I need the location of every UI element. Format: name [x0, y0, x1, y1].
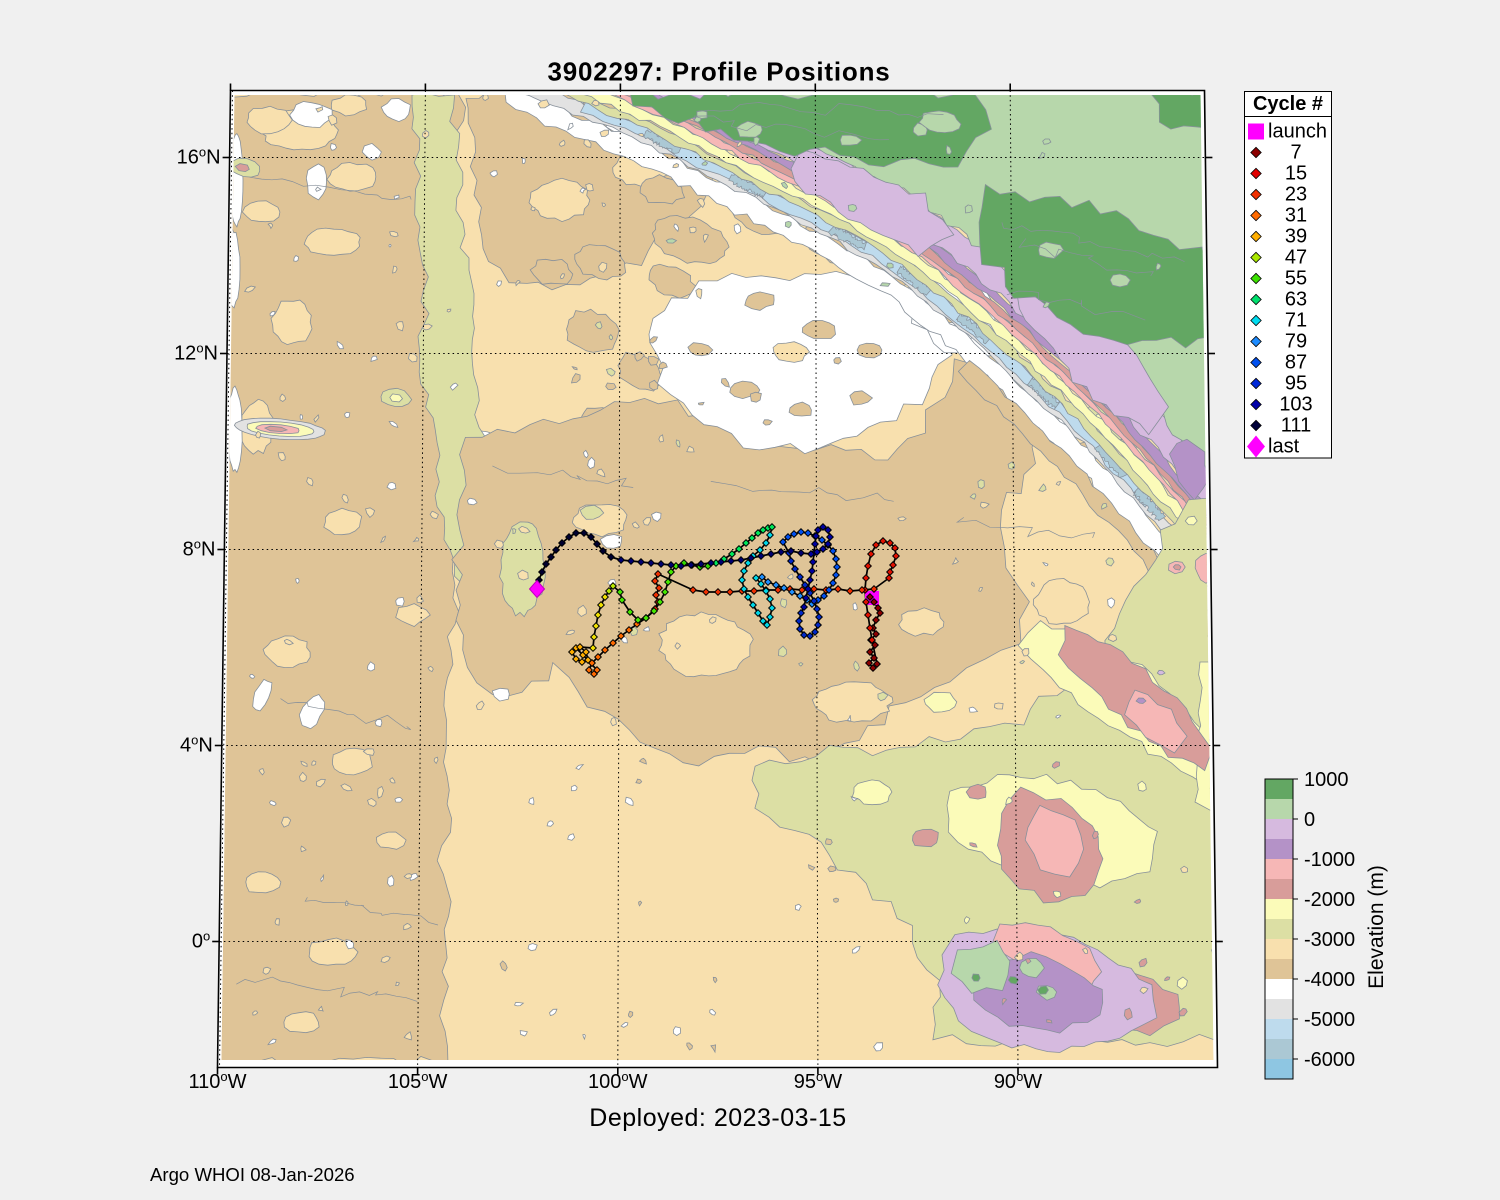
svg-text:-4000: -4000	[1304, 969, 1355, 991]
svg-text:Deployed: 2023-03-15: Deployed: 2023-03-15	[589, 1104, 846, 1132]
svg-text:47: 47	[1285, 247, 1307, 269]
svg-text:110oW: 110oW	[188, 1069, 246, 1093]
svg-text:-5000: -5000	[1304, 1009, 1355, 1031]
svg-text:-1000: -1000	[1304, 849, 1355, 871]
svg-text:15: 15	[1285, 163, 1307, 185]
svg-text:Elevation (m): Elevation (m)	[1365, 865, 1388, 989]
svg-text:79: 79	[1285, 331, 1307, 353]
svg-text:90oW: 90oW	[994, 1069, 1042, 1093]
svg-text:111: 111	[1281, 415, 1311, 437]
svg-text:63: 63	[1285, 289, 1307, 311]
svg-text:100oW: 100oW	[588, 1069, 648, 1093]
svg-text:3902297: Profile Positions: 3902297: Profile Positions	[547, 57, 890, 87]
svg-text:-3000: -3000	[1304, 929, 1355, 951]
svg-text:Cycle #: Cycle #	[1253, 93, 1323, 115]
svg-text:Argo WHOI 08-Jan-2026: Argo WHOI 08-Jan-2026	[150, 1164, 355, 1185]
svg-text:-6000: -6000	[1304, 1049, 1355, 1071]
svg-text:7: 7	[1290, 142, 1301, 164]
svg-text:4oN: 4oN	[180, 733, 213, 757]
svg-text:16oN: 16oN	[177, 145, 221, 169]
svg-text:-2000: -2000	[1304, 889, 1355, 911]
svg-text:103: 103	[1279, 394, 1312, 416]
svg-text:31: 31	[1285, 205, 1307, 227]
svg-text:55: 55	[1285, 268, 1307, 290]
svg-text:12oN: 12oN	[174, 341, 218, 365]
svg-text:last: last	[1268, 436, 1300, 458]
svg-text:23: 23	[1285, 184, 1307, 206]
svg-text:0: 0	[1304, 809, 1315, 831]
svg-text:95: 95	[1285, 373, 1307, 395]
svg-text:105oW: 105oW	[388, 1069, 448, 1093]
svg-text:launch: launch	[1268, 121, 1327, 143]
svg-text:39: 39	[1285, 226, 1307, 248]
svg-text:87: 87	[1285, 352, 1307, 374]
svg-text:1000: 1000	[1304, 769, 1349, 791]
svg-text:71: 71	[1285, 310, 1307, 332]
